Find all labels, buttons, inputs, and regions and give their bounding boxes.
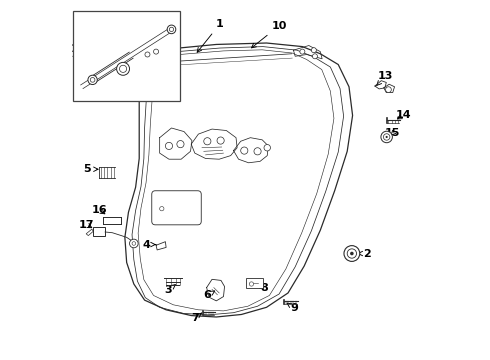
Circle shape bbox=[347, 249, 357, 258]
Text: 2: 2 bbox=[358, 248, 371, 258]
Circle shape bbox=[386, 136, 388, 138]
Text: 3: 3 bbox=[164, 285, 175, 296]
Bar bbox=[99, 167, 115, 178]
Circle shape bbox=[217, 137, 224, 144]
Text: 15: 15 bbox=[385, 129, 400, 138]
Circle shape bbox=[167, 25, 176, 34]
Circle shape bbox=[170, 27, 173, 32]
Text: 9: 9 bbox=[287, 303, 298, 313]
Circle shape bbox=[129, 239, 138, 248]
Text: 17: 17 bbox=[79, 220, 94, 230]
Text: 8: 8 bbox=[257, 283, 269, 293]
Text: 6: 6 bbox=[203, 291, 215, 301]
Circle shape bbox=[254, 148, 261, 155]
Circle shape bbox=[313, 54, 318, 59]
Text: 10: 10 bbox=[251, 21, 287, 48]
Bar bbox=[245, 278, 263, 288]
Circle shape bbox=[88, 75, 97, 85]
Text: 7: 7 bbox=[191, 313, 201, 323]
Circle shape bbox=[383, 134, 390, 140]
FancyBboxPatch shape bbox=[152, 191, 201, 225]
Circle shape bbox=[160, 207, 164, 211]
Circle shape bbox=[311, 48, 317, 53]
Circle shape bbox=[241, 147, 248, 154]
Circle shape bbox=[166, 142, 172, 149]
Circle shape bbox=[350, 252, 354, 255]
Circle shape bbox=[145, 52, 150, 57]
Text: 1: 1 bbox=[197, 19, 224, 52]
Circle shape bbox=[249, 282, 254, 286]
Circle shape bbox=[117, 62, 129, 75]
Circle shape bbox=[120, 65, 126, 72]
Text: 11: 11 bbox=[71, 44, 86, 54]
Circle shape bbox=[381, 131, 392, 143]
Circle shape bbox=[264, 144, 270, 151]
Text: 12: 12 bbox=[99, 14, 116, 26]
Circle shape bbox=[204, 138, 211, 145]
Bar bbox=[73, 12, 180, 101]
Text: 13: 13 bbox=[376, 71, 393, 86]
Text: 4: 4 bbox=[143, 239, 156, 249]
Circle shape bbox=[132, 242, 136, 245]
Text: 5: 5 bbox=[83, 164, 98, 174]
Circle shape bbox=[177, 140, 184, 148]
Text: 14: 14 bbox=[396, 111, 411, 121]
Circle shape bbox=[90, 77, 95, 82]
Text: 16: 16 bbox=[92, 206, 108, 216]
Circle shape bbox=[300, 49, 305, 54]
Circle shape bbox=[344, 246, 360, 261]
Circle shape bbox=[386, 87, 392, 93]
Bar bbox=[93, 226, 105, 235]
Circle shape bbox=[153, 49, 159, 54]
